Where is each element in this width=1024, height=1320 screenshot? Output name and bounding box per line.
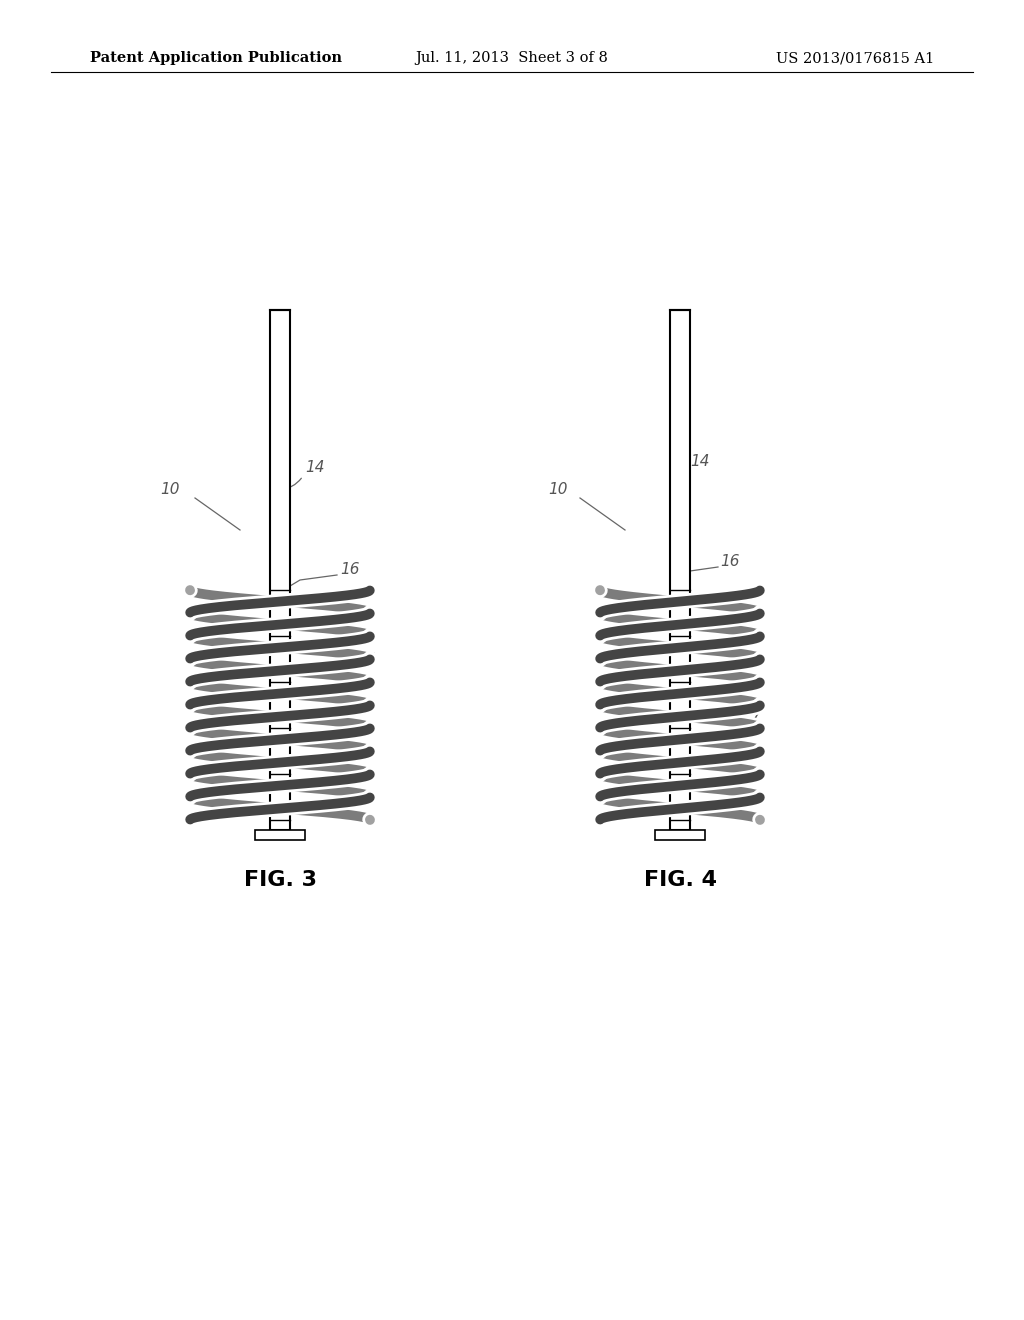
Text: US 2013/0176815 A1: US 2013/0176815 A1 — [776, 51, 934, 65]
Polygon shape — [655, 830, 705, 840]
Text: 10: 10 — [160, 483, 179, 498]
Text: 14: 14 — [305, 461, 325, 475]
Polygon shape — [670, 310, 690, 830]
Text: 16: 16 — [340, 562, 359, 578]
Text: 10: 10 — [548, 483, 567, 498]
Text: 17: 17 — [355, 652, 375, 668]
Polygon shape — [270, 310, 290, 830]
Polygon shape — [255, 830, 305, 840]
Text: 17: 17 — [740, 713, 760, 727]
Text: 14: 14 — [690, 454, 710, 470]
Text: FIG. 4: FIG. 4 — [643, 870, 717, 890]
Text: Jul. 11, 2013  Sheet 3 of 8: Jul. 11, 2013 Sheet 3 of 8 — [416, 51, 608, 65]
Text: 15: 15 — [725, 788, 744, 804]
Text: Patent Application Publication: Patent Application Publication — [90, 51, 342, 65]
Text: 15: 15 — [340, 788, 359, 804]
Text: 16: 16 — [720, 554, 739, 569]
Text: FIG. 3: FIG. 3 — [244, 870, 316, 890]
